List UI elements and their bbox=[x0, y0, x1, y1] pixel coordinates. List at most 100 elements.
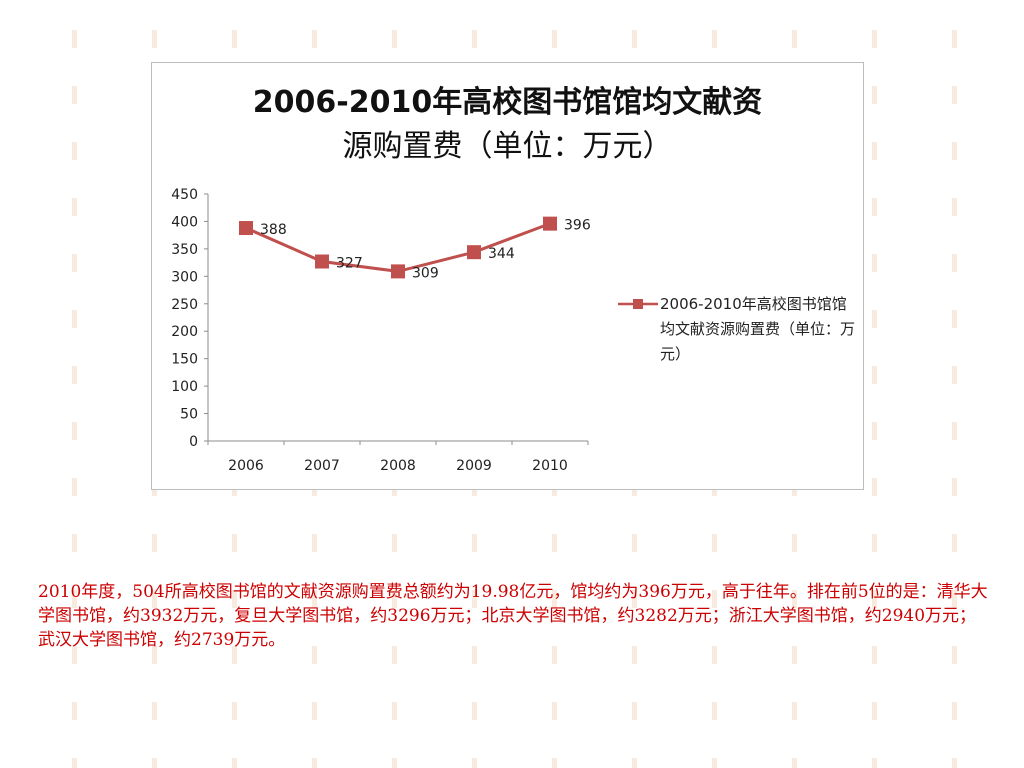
y-tick-label: 0 bbox=[189, 434, 198, 450]
background-dash bbox=[152, 646, 157, 664]
background-dash bbox=[872, 758, 877, 768]
background-dash bbox=[712, 702, 717, 720]
background-dash bbox=[792, 646, 797, 664]
background-dash bbox=[952, 310, 957, 328]
background-dash bbox=[392, 702, 397, 720]
data-point bbox=[315, 254, 329, 269]
background-dash bbox=[792, 30, 797, 48]
data-label: 309 bbox=[412, 265, 439, 281]
background-dash bbox=[72, 254, 77, 272]
background-dash bbox=[872, 534, 877, 552]
chart-title: 2006-2010年高校图书馆馆均文献资 源购置费（单位：万元） bbox=[152, 81, 863, 169]
background-dash bbox=[952, 758, 957, 768]
background-dash bbox=[952, 86, 957, 104]
background-dash bbox=[872, 254, 877, 272]
x-tick-label: 2008 bbox=[380, 458, 416, 474]
background-dash bbox=[952, 646, 957, 664]
background-dash bbox=[312, 646, 317, 664]
background-dash bbox=[312, 590, 317, 608]
background-dash bbox=[72, 30, 77, 48]
data-label: 396 bbox=[564, 218, 591, 234]
y-tick-label: 300 bbox=[171, 269, 198, 285]
background-dash bbox=[392, 646, 397, 664]
chart-legend: 2006-2010年高校图书馆馆均文献资源购置费（单位：万元） bbox=[618, 292, 858, 367]
background-dash bbox=[712, 30, 717, 48]
background-dash bbox=[952, 366, 957, 384]
background-dash bbox=[792, 534, 797, 552]
background-dash bbox=[952, 534, 957, 552]
background-dash bbox=[872, 142, 877, 160]
background-dash bbox=[392, 534, 397, 552]
y-tick-label: 150 bbox=[171, 352, 198, 368]
background-dash bbox=[312, 30, 317, 48]
background-dash bbox=[872, 310, 877, 328]
background-dash bbox=[392, 758, 397, 768]
background-dash bbox=[72, 310, 77, 328]
background-dash bbox=[712, 646, 717, 664]
data-label: 344 bbox=[488, 246, 515, 262]
background-dash bbox=[632, 30, 637, 48]
background-dash bbox=[152, 702, 157, 720]
y-tick-label: 400 bbox=[171, 214, 198, 230]
background-dash bbox=[232, 702, 237, 720]
background-dash bbox=[952, 422, 957, 440]
background-dash bbox=[232, 590, 237, 608]
x-tick-label: 2006 bbox=[228, 458, 264, 474]
background-dash bbox=[952, 30, 957, 48]
background-dash bbox=[952, 142, 957, 160]
chart-plot: 0 50 100 150 200 250 300 350 400 450 2006 2007 2008 2… bbox=[171, 187, 591, 474]
background-dash bbox=[872, 702, 877, 720]
background-dash bbox=[712, 534, 717, 552]
background-dash bbox=[792, 590, 797, 608]
background-dash bbox=[232, 646, 237, 664]
background-dash bbox=[872, 86, 877, 104]
caption-text: 2010年度，504所高校图书馆的文献资源购置费总额约为19.98亿元，馆均约为… bbox=[38, 582, 988, 650]
data-label: 388 bbox=[260, 222, 287, 238]
background-dash bbox=[312, 758, 317, 768]
y-tick-label: 50 bbox=[180, 407, 198, 423]
background-dash bbox=[72, 86, 77, 104]
data-point bbox=[467, 245, 481, 260]
background-dash bbox=[552, 758, 557, 768]
background-dash bbox=[472, 702, 477, 720]
chart-frame: 2006-2010年高校图书馆馆均文献资 源购置费（单位：万元） 0 50 100 1… bbox=[151, 62, 864, 490]
background-dash bbox=[72, 646, 77, 664]
x-tick-label: 2009 bbox=[456, 458, 492, 474]
background-dash bbox=[72, 590, 77, 608]
background-dash bbox=[232, 758, 237, 768]
legend-marker bbox=[618, 299, 658, 309]
background-dash bbox=[872, 422, 877, 440]
background-dash bbox=[552, 590, 557, 608]
background-dash bbox=[72, 534, 77, 552]
data-point bbox=[391, 264, 405, 279]
background-dash bbox=[872, 198, 877, 216]
chart-title-line1: 2006-2010年高校图书馆馆均文献资 bbox=[252, 85, 763, 120]
background-dash bbox=[872, 366, 877, 384]
background-dash bbox=[952, 590, 957, 608]
background-dash bbox=[792, 758, 797, 768]
background-dash bbox=[72, 758, 77, 768]
background-dash bbox=[152, 534, 157, 552]
background-dash bbox=[392, 30, 397, 48]
background-dash bbox=[72, 702, 77, 720]
background-dash bbox=[72, 366, 77, 384]
background-dash bbox=[152, 758, 157, 768]
background-dash bbox=[72, 142, 77, 160]
background-dash bbox=[552, 534, 557, 552]
background-dash bbox=[472, 30, 477, 48]
background-dash bbox=[232, 534, 237, 552]
x-tick-label: 2010 bbox=[532, 458, 568, 474]
data-point bbox=[543, 216, 557, 231]
background-dash bbox=[872, 590, 877, 608]
background-dash bbox=[72, 478, 77, 496]
legend-label: 2006-2010年高校图书馆馆均文献资源购置费（单位：万元） bbox=[660, 295, 856, 363]
background-dash bbox=[472, 758, 477, 768]
background-dash bbox=[952, 478, 957, 496]
background-dash bbox=[952, 254, 957, 272]
background-dash bbox=[152, 590, 157, 608]
background-dash bbox=[472, 646, 477, 664]
data-point bbox=[239, 221, 253, 236]
chart-title-line2: 源购置费（单位：万元） bbox=[342, 129, 673, 164]
background-dash bbox=[392, 590, 397, 608]
background-dash bbox=[792, 702, 797, 720]
